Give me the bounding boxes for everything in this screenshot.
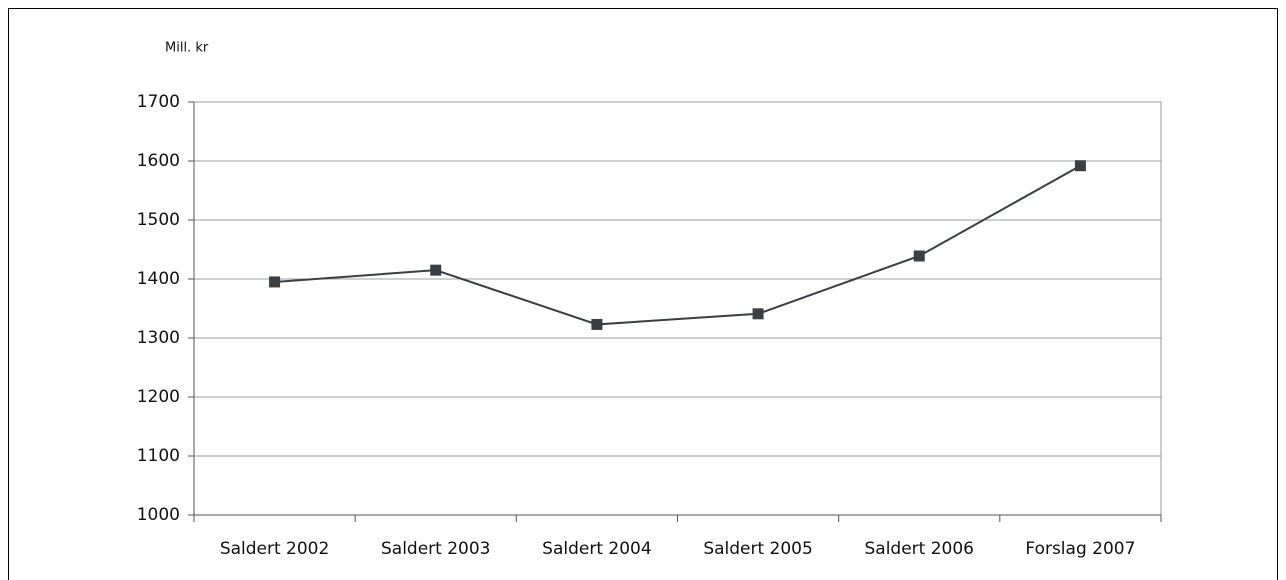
y-tick-label: 1600 bbox=[137, 151, 180, 171]
x-tick-label: Saldert 2003 bbox=[381, 539, 491, 559]
line bbox=[274, 164, 1081, 326]
y-tick-label: 1000 bbox=[137, 505, 180, 525]
y-tick-label: 1400 bbox=[137, 269, 180, 289]
marker bbox=[269, 276, 281, 288]
marker bbox=[430, 264, 442, 276]
y-axis-label: Mill. kr bbox=[165, 41, 209, 56]
x-tick-label: Saldert 2002 bbox=[220, 539, 330, 559]
marker bbox=[913, 250, 925, 262]
x-tick-label: Saldert 2004 bbox=[542, 539, 652, 559]
frame bbox=[8, 8, 1278, 580]
y-tick-label: 1500 bbox=[137, 210, 180, 230]
marker bbox=[591, 318, 603, 330]
y-tick-label: 1700 bbox=[137, 92, 180, 112]
y-tick-label: 1200 bbox=[137, 387, 180, 407]
x-tick-label: Saldert 2006 bbox=[864, 539, 974, 559]
y-tick-label: 1300 bbox=[137, 328, 180, 348]
x-tick-label: Saldert 2005 bbox=[703, 539, 813, 559]
marker bbox=[752, 308, 764, 320]
y-tick-label: 1100 bbox=[137, 446, 180, 466]
x-tick-label: Forslag 2007 bbox=[1025, 539, 1135, 559]
marker bbox=[1074, 160, 1086, 172]
